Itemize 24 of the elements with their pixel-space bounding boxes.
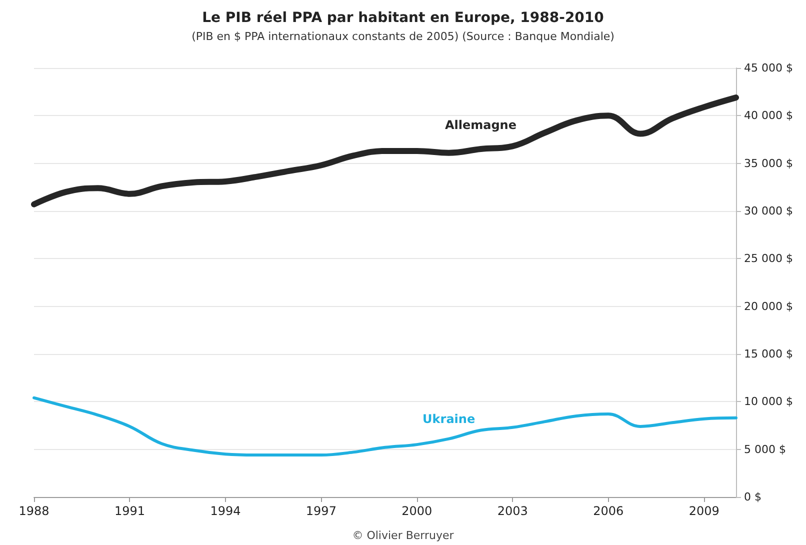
series-label: Allemagne — [444, 118, 516, 132]
x-tick-label: 2000 — [402, 504, 432, 518]
x-tick-label: 1991 — [114, 504, 145, 518]
chart-title: Le PIB réel PPA par habitant en Europe, 1988-2010 — [202, 10, 604, 26]
x-tick-label: 1994 — [210, 504, 241, 518]
y-tick-label: 35 000 $ — [744, 156, 793, 170]
y-tick-label: 20 000 $ — [744, 300, 793, 313]
y-tick-label: 25 000 $ — [744, 252, 793, 266]
y-tick-label: 30 000 $ — [744, 204, 793, 218]
text: © Olivier Berruyer — [352, 529, 454, 542]
chart-subtitle: (PIB en $ PPA internationaux constants de 2005) (Source : Banque Mondiale) — [192, 30, 614, 43]
series-label: Ukraine — [422, 412, 476, 426]
x-tick-label: 1997 — [306, 504, 336, 518]
y-tick-label: 15 000 $ — [744, 348, 793, 360]
x-tick-label: 2006 — [593, 504, 624, 518]
line-series — [32, 396, 738, 457]
y-tick-label: 5 000 $ — [744, 442, 786, 456]
x-tick-label: 2009 — [688, 504, 720, 518]
x-tick-label: 1988 — [18, 504, 50, 518]
x-tick-label: 2003 — [497, 504, 528, 518]
y-tick-label: 0 $ — [744, 490, 762, 504]
y-tick-label: 40 000 $ — [744, 109, 793, 122]
y-tick-label: 10 000 $ — [744, 395, 793, 408]
y-tick-label: 45 000 $ — [744, 62, 793, 74]
